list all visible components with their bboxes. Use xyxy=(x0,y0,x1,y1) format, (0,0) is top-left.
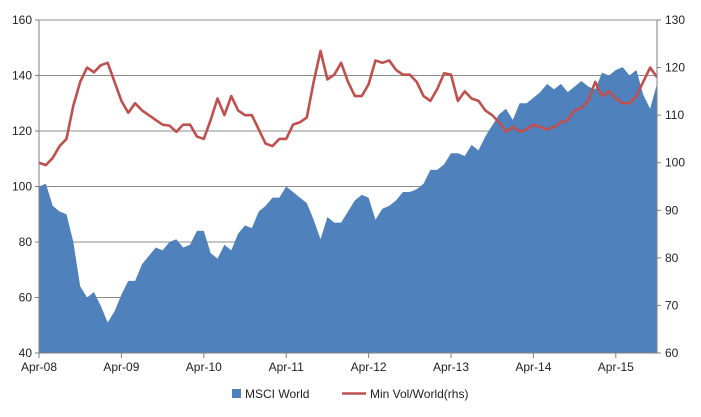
legend-label-min-vol: Min Vol/World(rhs) xyxy=(370,387,468,401)
y-tick-label-right: 90 xyxy=(665,203,679,217)
x-tick-label: Apr-14 xyxy=(515,360,551,374)
x-tick-label: Apr-12 xyxy=(351,360,387,374)
y-tick-label-left: 40 xyxy=(19,346,33,360)
y-tick-label-left: 80 xyxy=(19,235,33,249)
x-tick-label: Apr-11 xyxy=(269,360,304,374)
legend-swatch-msci-world xyxy=(232,389,241,398)
x-tick-label: Apr-10 xyxy=(186,360,222,374)
y-tick-label-right: 60 xyxy=(665,346,679,360)
y-tick-label-right: 130 xyxy=(665,13,685,27)
y-tick-label-right: 120 xyxy=(665,61,685,75)
x-tick-label: Apr-13 xyxy=(433,360,469,374)
series-line-min-vol xyxy=(38,49,659,167)
x-tick-label: Apr-08 xyxy=(21,360,57,374)
y-tick-label-left: 60 xyxy=(19,291,33,305)
x-tick-label: Apr-09 xyxy=(103,360,139,374)
y-tick-label-left: 140 xyxy=(12,69,32,83)
y-tick-label-left: 160 xyxy=(12,13,32,27)
y-tick-label-right: 100 xyxy=(665,156,685,170)
y-tick-label-right: 80 xyxy=(665,251,679,265)
y-tick-label-right: 70 xyxy=(665,298,679,312)
series-area-msci-world xyxy=(39,67,657,354)
legend-label-msci-world: MSCI World xyxy=(245,387,309,401)
x-tick-label: Apr-15 xyxy=(598,360,634,374)
y-tick-label-right: 110 xyxy=(665,108,684,122)
y-tick-label-left: 120 xyxy=(12,124,32,138)
y-tick-label-left: 100 xyxy=(12,180,32,194)
